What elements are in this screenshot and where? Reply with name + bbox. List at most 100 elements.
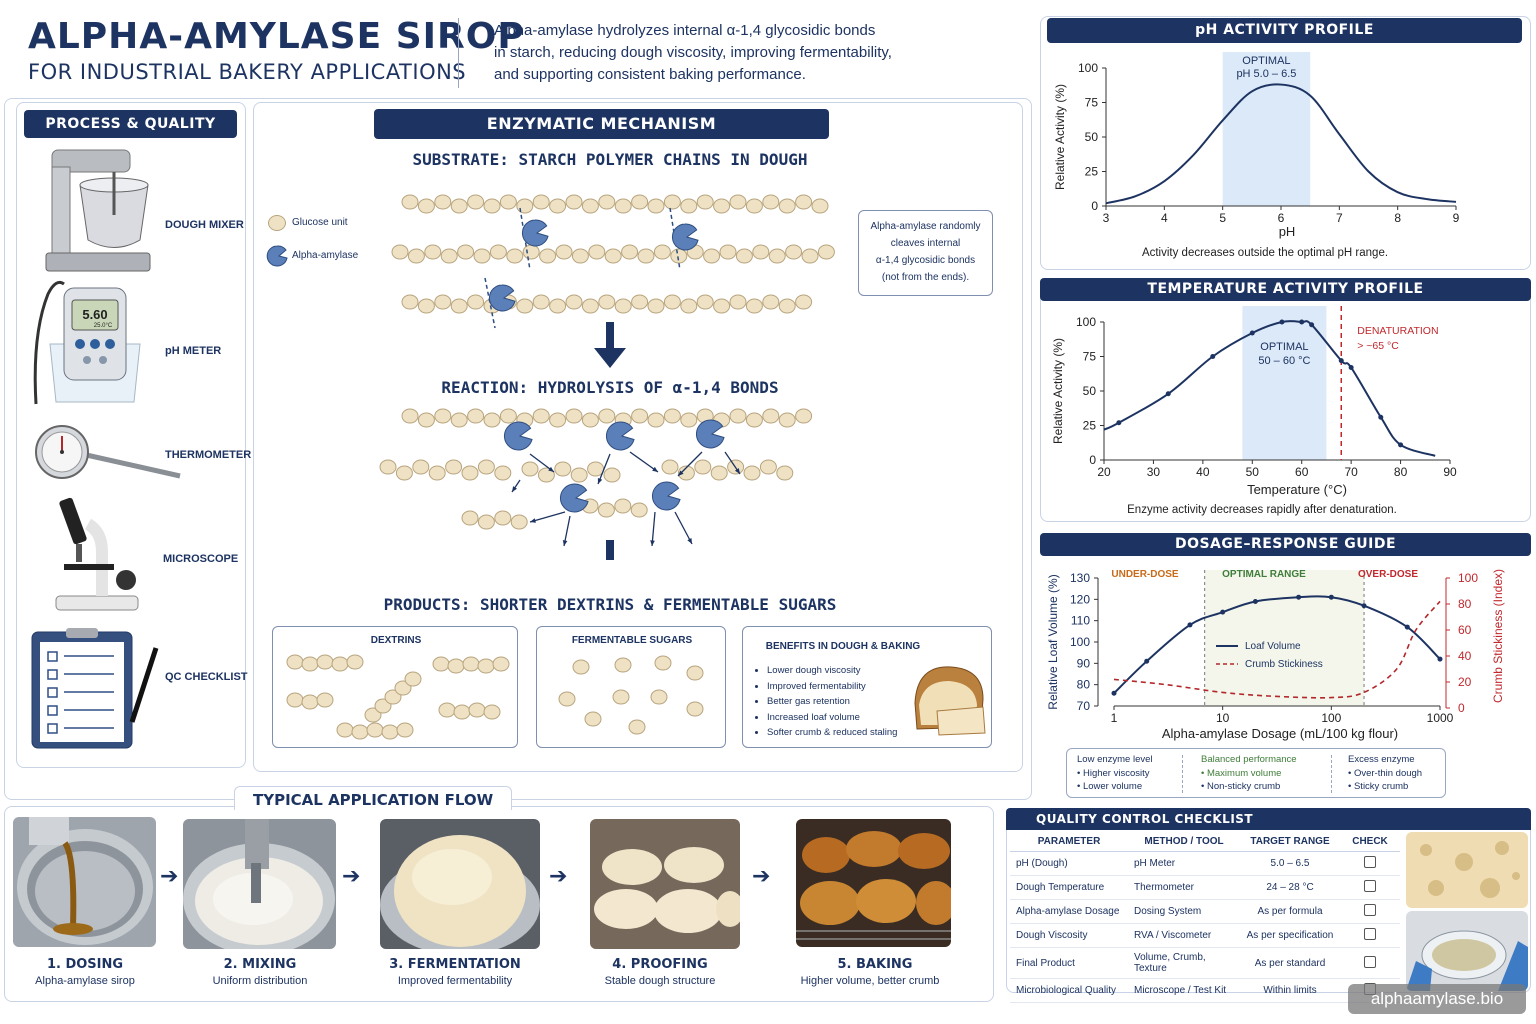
- glucose-unit: [494, 465, 512, 481]
- y-tick-label: 50: [1085, 130, 1099, 144]
- x-tick-label: 1: [1111, 711, 1118, 725]
- glucose-unit: [614, 298, 632, 314]
- data-point: [1279, 319, 1285, 325]
- glucose-unit: [745, 198, 763, 214]
- arrow-head: [548, 466, 554, 472]
- glucose-unit: [817, 244, 835, 260]
- qc-check-cell: [1340, 923, 1400, 948]
- icon-label-thermometer: THERMOMETER: [165, 449, 252, 461]
- glucose-unit: [396, 722, 414, 738]
- glucose-unit: [499, 194, 517, 210]
- benefit-item: Improved fermentability: [767, 679, 897, 695]
- x-tick-label: 9: [1453, 211, 1460, 225]
- glucose-unit: [467, 408, 485, 424]
- dextrins-box: DEXTRINS: [272, 626, 518, 748]
- glucose-unit: [735, 248, 753, 264]
- glucose-unit: [759, 459, 777, 475]
- glucose-unit: [428, 465, 446, 481]
- header-divider: [458, 18, 459, 88]
- qc-checkbox[interactable]: [1364, 928, 1376, 940]
- alpha-amylase: [559, 483, 589, 513]
- flow-step-title: 5. BAKING: [837, 957, 913, 972]
- arrow-head: [512, 486, 518, 492]
- glucose-unit: [604, 248, 622, 264]
- microscope-icon: [50, 492, 146, 614]
- glucose-unit: [457, 244, 475, 260]
- ph-meter-icon: 5.60 25.0°C: [30, 274, 160, 409]
- note-over-item: • Over-thin dough: [1348, 767, 1423, 779]
- glucose-unit: [417, 198, 435, 214]
- qc-check-cell: [1340, 851, 1400, 876]
- qc-col-target: TARGET RANGE: [1240, 832, 1340, 852]
- arrow-line: [629, 451, 659, 473]
- glucose-unit: [653, 244, 671, 260]
- glucose-unit: [677, 465, 695, 481]
- glucose-unit: [450, 198, 468, 214]
- header: ALPHA-AMYLASE SIROP FOR INDUSTRIAL BAKER…: [14, 10, 1024, 96]
- mechanism-legend: Glucose unit Alpha-amylase: [266, 213, 376, 269]
- qc-parameter: Dough Viscosity: [1010, 923, 1128, 948]
- glucose-unit: [477, 658, 495, 674]
- y-tick-label: 25: [1085, 165, 1099, 179]
- dosage-chart-title: DOSAGE–RESPONSE GUIDE: [1040, 533, 1531, 556]
- glucose-unit: [438, 702, 456, 718]
- data-point: [1187, 622, 1193, 628]
- qc-target: As per formula: [1240, 899, 1340, 924]
- mechanism-panel: [253, 102, 1023, 772]
- glucose-unit: [628, 719, 646, 735]
- qc-checkbox[interactable]: [1364, 856, 1376, 868]
- y-tick-label: 0: [1089, 453, 1096, 467]
- legend-glucose-label: Glucose unit: [292, 217, 348, 228]
- notes-divider: [1331, 755, 1332, 793]
- x-tick-label: 6: [1278, 211, 1285, 225]
- x-tick-label: 30: [1147, 465, 1161, 479]
- glucose-unit: [336, 722, 354, 738]
- glucose-unit: [768, 248, 786, 264]
- table-row: pH (Dough) pH Meter 5.0 – 6.5: [1010, 851, 1400, 876]
- glucose-unit: [713, 198, 731, 214]
- glucose-unit: [346, 654, 364, 670]
- flow-title: TYPICAL APPLICATION FLOW: [234, 786, 513, 810]
- glucose-unit: [477, 459, 495, 475]
- arrow-head: [678, 470, 684, 476]
- dosage-chart: 1 10 100 1000708090100110120130020406080100…: [1046, 569, 1505, 741]
- flow-step-desc: Improved fermentability: [397, 975, 513, 987]
- note-over-item: • Sticky crumb: [1348, 781, 1409, 792]
- glucose-unit: [571, 248, 589, 264]
- bread-illustration: [911, 661, 987, 737]
- y-tick-label: 110: [1071, 614, 1090, 628]
- qc-parameter: Microbiological Quality: [1010, 978, 1128, 1003]
- mechanism-title: ENZYMATIC MECHANISM: [374, 109, 829, 139]
- glucose-unit: [417, 298, 435, 314]
- icons-panel-title: PROCESS & QUALITY ICONS: [24, 110, 237, 160]
- down-arrow-icon: [594, 348, 626, 368]
- glucose-unit: [650, 689, 668, 705]
- glucose-unit: [565, 408, 583, 424]
- y2-tick-label: 0: [1458, 701, 1465, 715]
- flow-step-desc: Higher volume, better crumb: [800, 975, 940, 987]
- glucose-unit: [516, 198, 534, 214]
- glucose-unit: [785, 244, 803, 260]
- qc-checkbox[interactable]: [1364, 955, 1376, 968]
- y2-tick-label: 100: [1458, 571, 1478, 585]
- qc-checkbox[interactable]: [1364, 904, 1376, 916]
- note-line: α-1,4 glycosidic bonds: [875, 255, 976, 266]
- note-line: (not from the ends).: [881, 272, 970, 283]
- glucose-unit: [366, 722, 384, 738]
- qc-method: Microscope / Test Kit: [1128, 978, 1240, 1003]
- glucose-unit: [432, 656, 450, 672]
- y-tick-label: 25: [1083, 419, 1097, 433]
- qc-col-check: CHECK: [1340, 832, 1400, 852]
- loaf-volume-line: [1113, 595, 1441, 694]
- icon-label-checklist: QC CHECKLIST: [165, 671, 248, 683]
- glucose-unit: [778, 198, 796, 214]
- data-point: [1398, 442, 1404, 448]
- glucose-unit: [670, 248, 688, 264]
- glucose-unit: [492, 656, 510, 672]
- dextrins-illustration: [286, 654, 510, 740]
- qc-checkbox[interactable]: [1364, 880, 1376, 892]
- x-tick-label: 8: [1394, 211, 1401, 225]
- flow-photo-fermentation: [380, 819, 540, 949]
- glucose-unit: [729, 194, 747, 210]
